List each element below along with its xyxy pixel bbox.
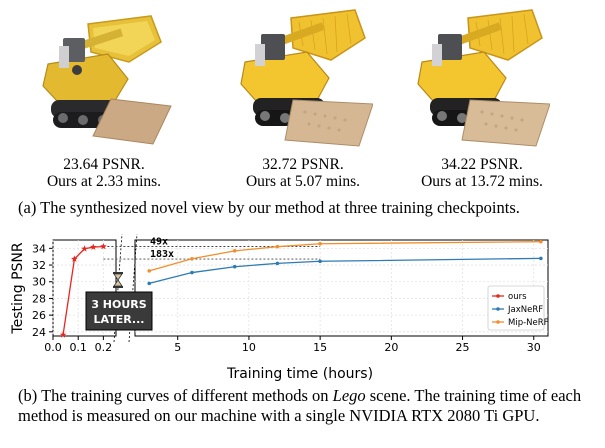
hourglass-cap xyxy=(113,286,123,288)
speedup-annotation: 49x xyxy=(150,237,168,248)
data-point-ours xyxy=(59,331,67,338)
x-tick-label: 20 xyxy=(384,341,398,354)
data-point-Mip-NeRF xyxy=(318,241,322,246)
data-point-ours xyxy=(90,243,97,250)
x-tick-label: 0.1 xyxy=(69,341,87,354)
x-tick-label: 30 xyxy=(527,341,541,354)
y-tick-label: 24 xyxy=(32,326,46,339)
x-tick-label: 10 xyxy=(242,341,256,354)
data-point-JaxNeRF xyxy=(318,259,322,264)
data-point-ours xyxy=(81,245,88,252)
legend-label-Mip-NeRF: Mip-NeRF xyxy=(508,318,549,328)
caption-a: (a) The synthesized novel view by our me… xyxy=(18,198,520,217)
lego-bulldozer-image xyxy=(240,9,373,147)
x-tick-label: 5 xyxy=(174,341,181,354)
data-point-Mip-NeRF xyxy=(232,249,237,253)
lego-bulldozer-image xyxy=(417,9,550,147)
hourglass-cap xyxy=(113,272,123,274)
legend-box xyxy=(487,285,545,331)
caption-b-scene: Lego xyxy=(332,386,366,405)
y-axis-label: Testing PSNR xyxy=(10,242,26,334)
legend-marker xyxy=(496,320,500,324)
caption-b-text-2: scene. The training time of each method … xyxy=(18,386,582,425)
render-image-2 xyxy=(233,4,373,150)
x-tick-label: 25 xyxy=(456,341,470,354)
speedup-annotation: 183x xyxy=(150,249,174,260)
data-point-Mip-NeRF xyxy=(190,256,194,261)
psnr-label-1: 23.64 PSNR. xyxy=(63,156,145,173)
x-tick-label: 15 xyxy=(313,341,327,354)
series-line-JaxNeRF xyxy=(149,257,541,285)
data-point-JaxNeRF xyxy=(232,264,237,269)
caption-b: (b) The training curves of different met… xyxy=(18,386,593,425)
y-tick-label: 30 xyxy=(32,276,46,289)
legend-marker xyxy=(496,294,500,298)
data-point-JaxNeRF xyxy=(539,256,543,261)
y-tick-label: 32 xyxy=(32,259,46,272)
data-point-JaxNeRF xyxy=(190,270,194,275)
x-tick-label: 0.0 xyxy=(44,341,62,354)
x-axis-label: Training time (hours) xyxy=(226,366,373,382)
render-image-3 xyxy=(410,4,550,150)
time-label-2: Ours at 5.07 mins. xyxy=(245,173,361,190)
legend-marker xyxy=(496,307,500,311)
data-point-JaxNeRF xyxy=(147,281,152,286)
time-label-1: Ours at 2.33 mins. xyxy=(46,173,162,190)
y-tick-label: 26 xyxy=(32,309,46,322)
right-axes-frame xyxy=(134,239,549,337)
render-image-1 xyxy=(33,4,173,150)
hourglass-icon xyxy=(113,272,123,288)
y-tick-label: 28 xyxy=(32,292,46,305)
data-point-Mip-NeRF xyxy=(539,239,543,244)
series-line-Mip-NeRF xyxy=(149,241,541,272)
legend-label-ours: ours xyxy=(508,292,527,302)
y-tick-label: 34 xyxy=(32,242,46,255)
training-curves-chart: 24 26 28 30 32 34 0.0 0.1 0.2 5 10 15 20 25 30 Testing … xyxy=(10,233,549,382)
data-point-ours xyxy=(100,243,107,250)
psnr-label-2: 32.72 PSNR. xyxy=(262,156,344,173)
x-tick-label: 0.2 xyxy=(95,341,113,354)
data-point-JaxNeRF xyxy=(275,261,280,266)
hourglass-glass xyxy=(113,273,123,287)
data-point-ours xyxy=(71,255,78,262)
legend-label-JaxNeRF: JaxNeRF xyxy=(507,305,543,315)
break-label-box xyxy=(85,291,153,331)
time-label-3: Ours at 13.72 mins. xyxy=(421,173,543,190)
lego-bulldozer-image xyxy=(42,15,172,145)
data-point-Mip-NeRF xyxy=(275,244,280,249)
break-label-line: LATER... xyxy=(94,313,145,326)
psnr-label-3: 34.22 PSNR. xyxy=(441,156,523,173)
caption-b-text-1: (b) The training curves of different met… xyxy=(18,386,333,405)
break-label-line: 3 HOURS xyxy=(91,298,146,311)
data-point-Mip-NeRF xyxy=(147,269,152,273)
